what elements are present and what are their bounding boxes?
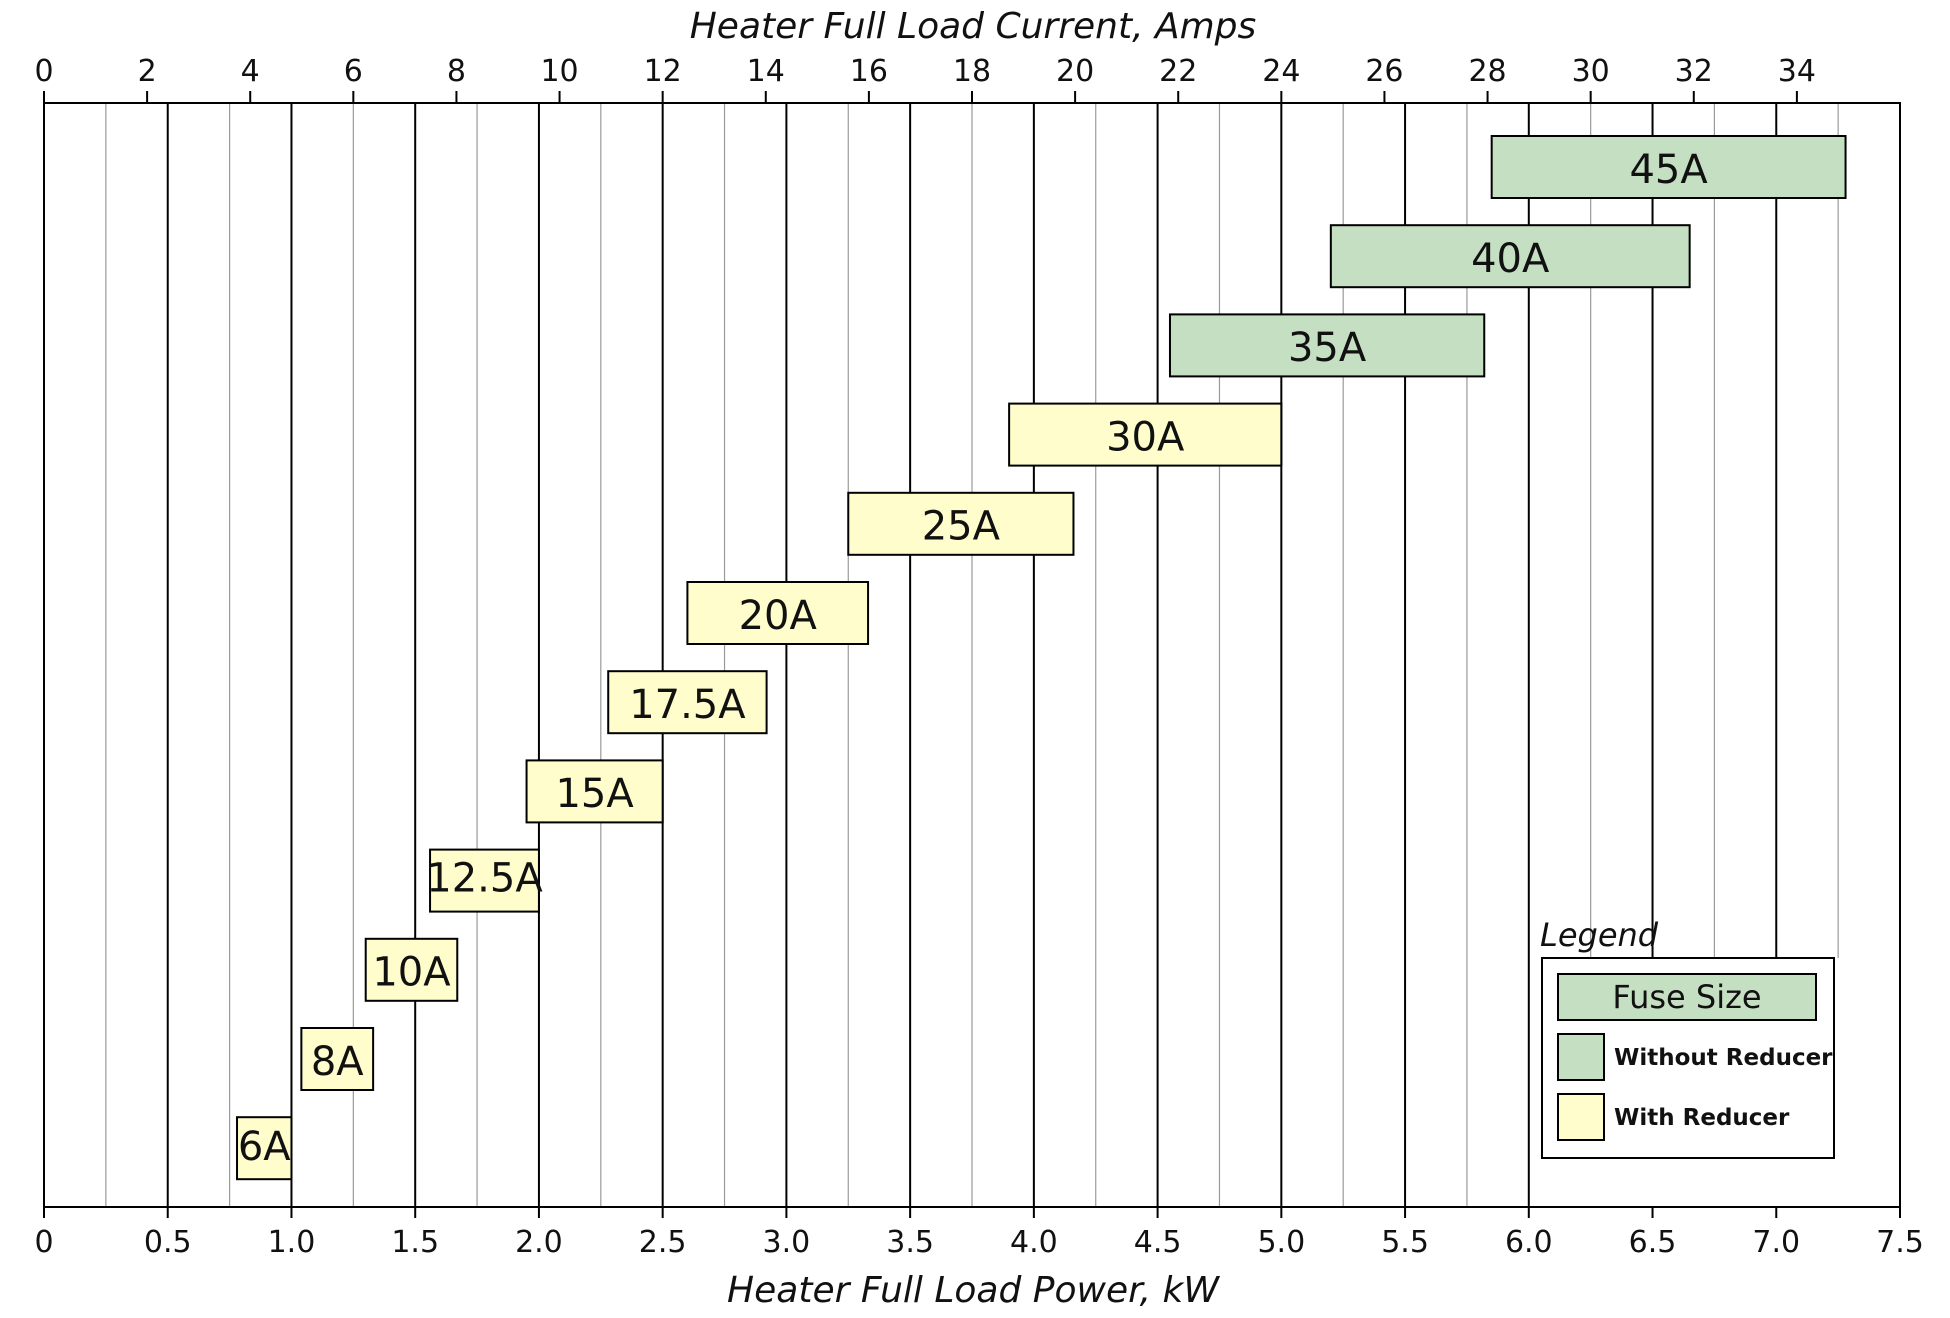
top-axis-tick-label: 18 <box>953 54 991 89</box>
top-axis-tick-label: 26 <box>1365 54 1403 89</box>
top-axis-tick-label: 8 <box>447 54 466 89</box>
fuse-bar <box>1490 135 1847 199</box>
fuse-bar <box>364 937 459 1002</box>
bottom-axis-tick-label: 6.5 <box>1629 1225 1677 1260</box>
fuse-bar-label: 20A <box>739 593 818 639</box>
fuse-bar <box>847 491 1075 556</box>
fuse-bar-label: 10A <box>372 950 451 996</box>
top-axis-tick-label: 22 <box>1159 54 1197 89</box>
fuse-bar <box>1008 402 1283 467</box>
fuse-bar-label: 25A <box>922 504 1001 550</box>
axis-layer: Heater Full Load Current, Amps Heater Fu… <box>34 6 1923 1311</box>
top-axis-tick-label: 4 <box>241 54 260 89</box>
bottom-axis-tick-label: 1.0 <box>268 1225 316 1260</box>
bottom-axis-tick-label: 4.5 <box>1134 1225 1182 1260</box>
bottom-axis-tick-label: 6.0 <box>1505 1225 1553 1260</box>
fuse-bar-label: 35A <box>1288 325 1367 371</box>
bottom-axis-tick-label: 0 <box>34 1225 53 1260</box>
legend-label-with-reducer: With Reducer <box>1614 1105 1790 1131</box>
top-axis-tick-label: 10 <box>540 54 578 89</box>
legend-swatch-without-reducer <box>1557 1033 1605 1081</box>
top-axis-tick-label: 16 <box>850 54 888 89</box>
top-axis-tick-label: 12 <box>644 54 682 89</box>
fuse-bar-label: 30A <box>1106 414 1185 460</box>
bottom-axis-tick-label: 5.5 <box>1381 1225 1429 1260</box>
fuse-bar-label: 17.5A <box>629 682 746 728</box>
top-axis-tick-label: 14 <box>747 54 785 89</box>
top-axis-tick-label: 34 <box>1778 54 1816 89</box>
fuse-bar <box>429 848 540 913</box>
legend-swatch-with-reducer <box>1557 1093 1605 1141</box>
bottom-axis-tick-label: 5.0 <box>1257 1225 1305 1260</box>
top-axis-tick-label: 6 <box>344 54 363 89</box>
top-axis-tick-label: 24 <box>1262 54 1300 89</box>
fuse-bar-label: 45A <box>1629 147 1708 193</box>
fuse-bar-label: 40A <box>1471 236 1550 282</box>
bottom-axis-tick-label: 3.5 <box>886 1225 934 1260</box>
fuse-bar-label: 6A <box>238 1124 291 1170</box>
legend-title: Legend <box>1540 916 1659 954</box>
fuse-bar-label: 15A <box>555 771 634 817</box>
legend-label-without-reducer: Without Reducer <box>1614 1045 1833 1071</box>
top-axis-tick-label: 32 <box>1675 54 1713 89</box>
bottom-axis-tick-label: 0.5 <box>144 1225 192 1260</box>
fuse-bar <box>686 581 870 645</box>
fuse-bar-label: 8A <box>311 1039 364 1085</box>
grid-layer <box>43 102 1901 1208</box>
bottom-axis-tick-label: 7.0 <box>1752 1225 1800 1260</box>
top-axis-tick-label: 30 <box>1572 54 1610 89</box>
fuse-bar <box>1329 224 1691 289</box>
fuse-bar <box>300 1027 375 1091</box>
fuse-bar <box>1168 313 1486 378</box>
top-axis-tick-label: 0 <box>34 54 53 89</box>
bottom-axis-tick-label: 7.5 <box>1876 1225 1924 1260</box>
bottom-axis-tick-label: 2.5 <box>639 1225 687 1260</box>
top-axis-title: Heater Full Load Current, Amps <box>690 6 1257 47</box>
top-axis-tick-label: 2 <box>138 54 157 89</box>
fuse-bar <box>236 1116 293 1181</box>
bottom-axis-tick-label: 4.0 <box>1010 1225 1058 1260</box>
fuse-bar <box>525 759 664 824</box>
bottom-axis-title: Heater Full Load Power, kW <box>727 1270 1220 1311</box>
fuse-bar <box>607 670 768 735</box>
legend-header-swatch <box>1557 973 1817 1021</box>
legend-header: Fuse Size <box>1612 978 1761 1016</box>
bottom-axis-tick-label: 3.0 <box>763 1225 811 1260</box>
bottom-axis-tick-label: 2.0 <box>515 1225 563 1260</box>
bottom-axis-tick-label: 1.5 <box>391 1225 439 1260</box>
top-axis-tick-label: 20 <box>1056 54 1094 89</box>
top-axis-tick-label: 28 <box>1468 54 1506 89</box>
fuse-bar-label: 12.5A <box>426 855 543 901</box>
legend: Legend Fuse Size Without Reducer With Re… <box>1540 916 1835 1159</box>
